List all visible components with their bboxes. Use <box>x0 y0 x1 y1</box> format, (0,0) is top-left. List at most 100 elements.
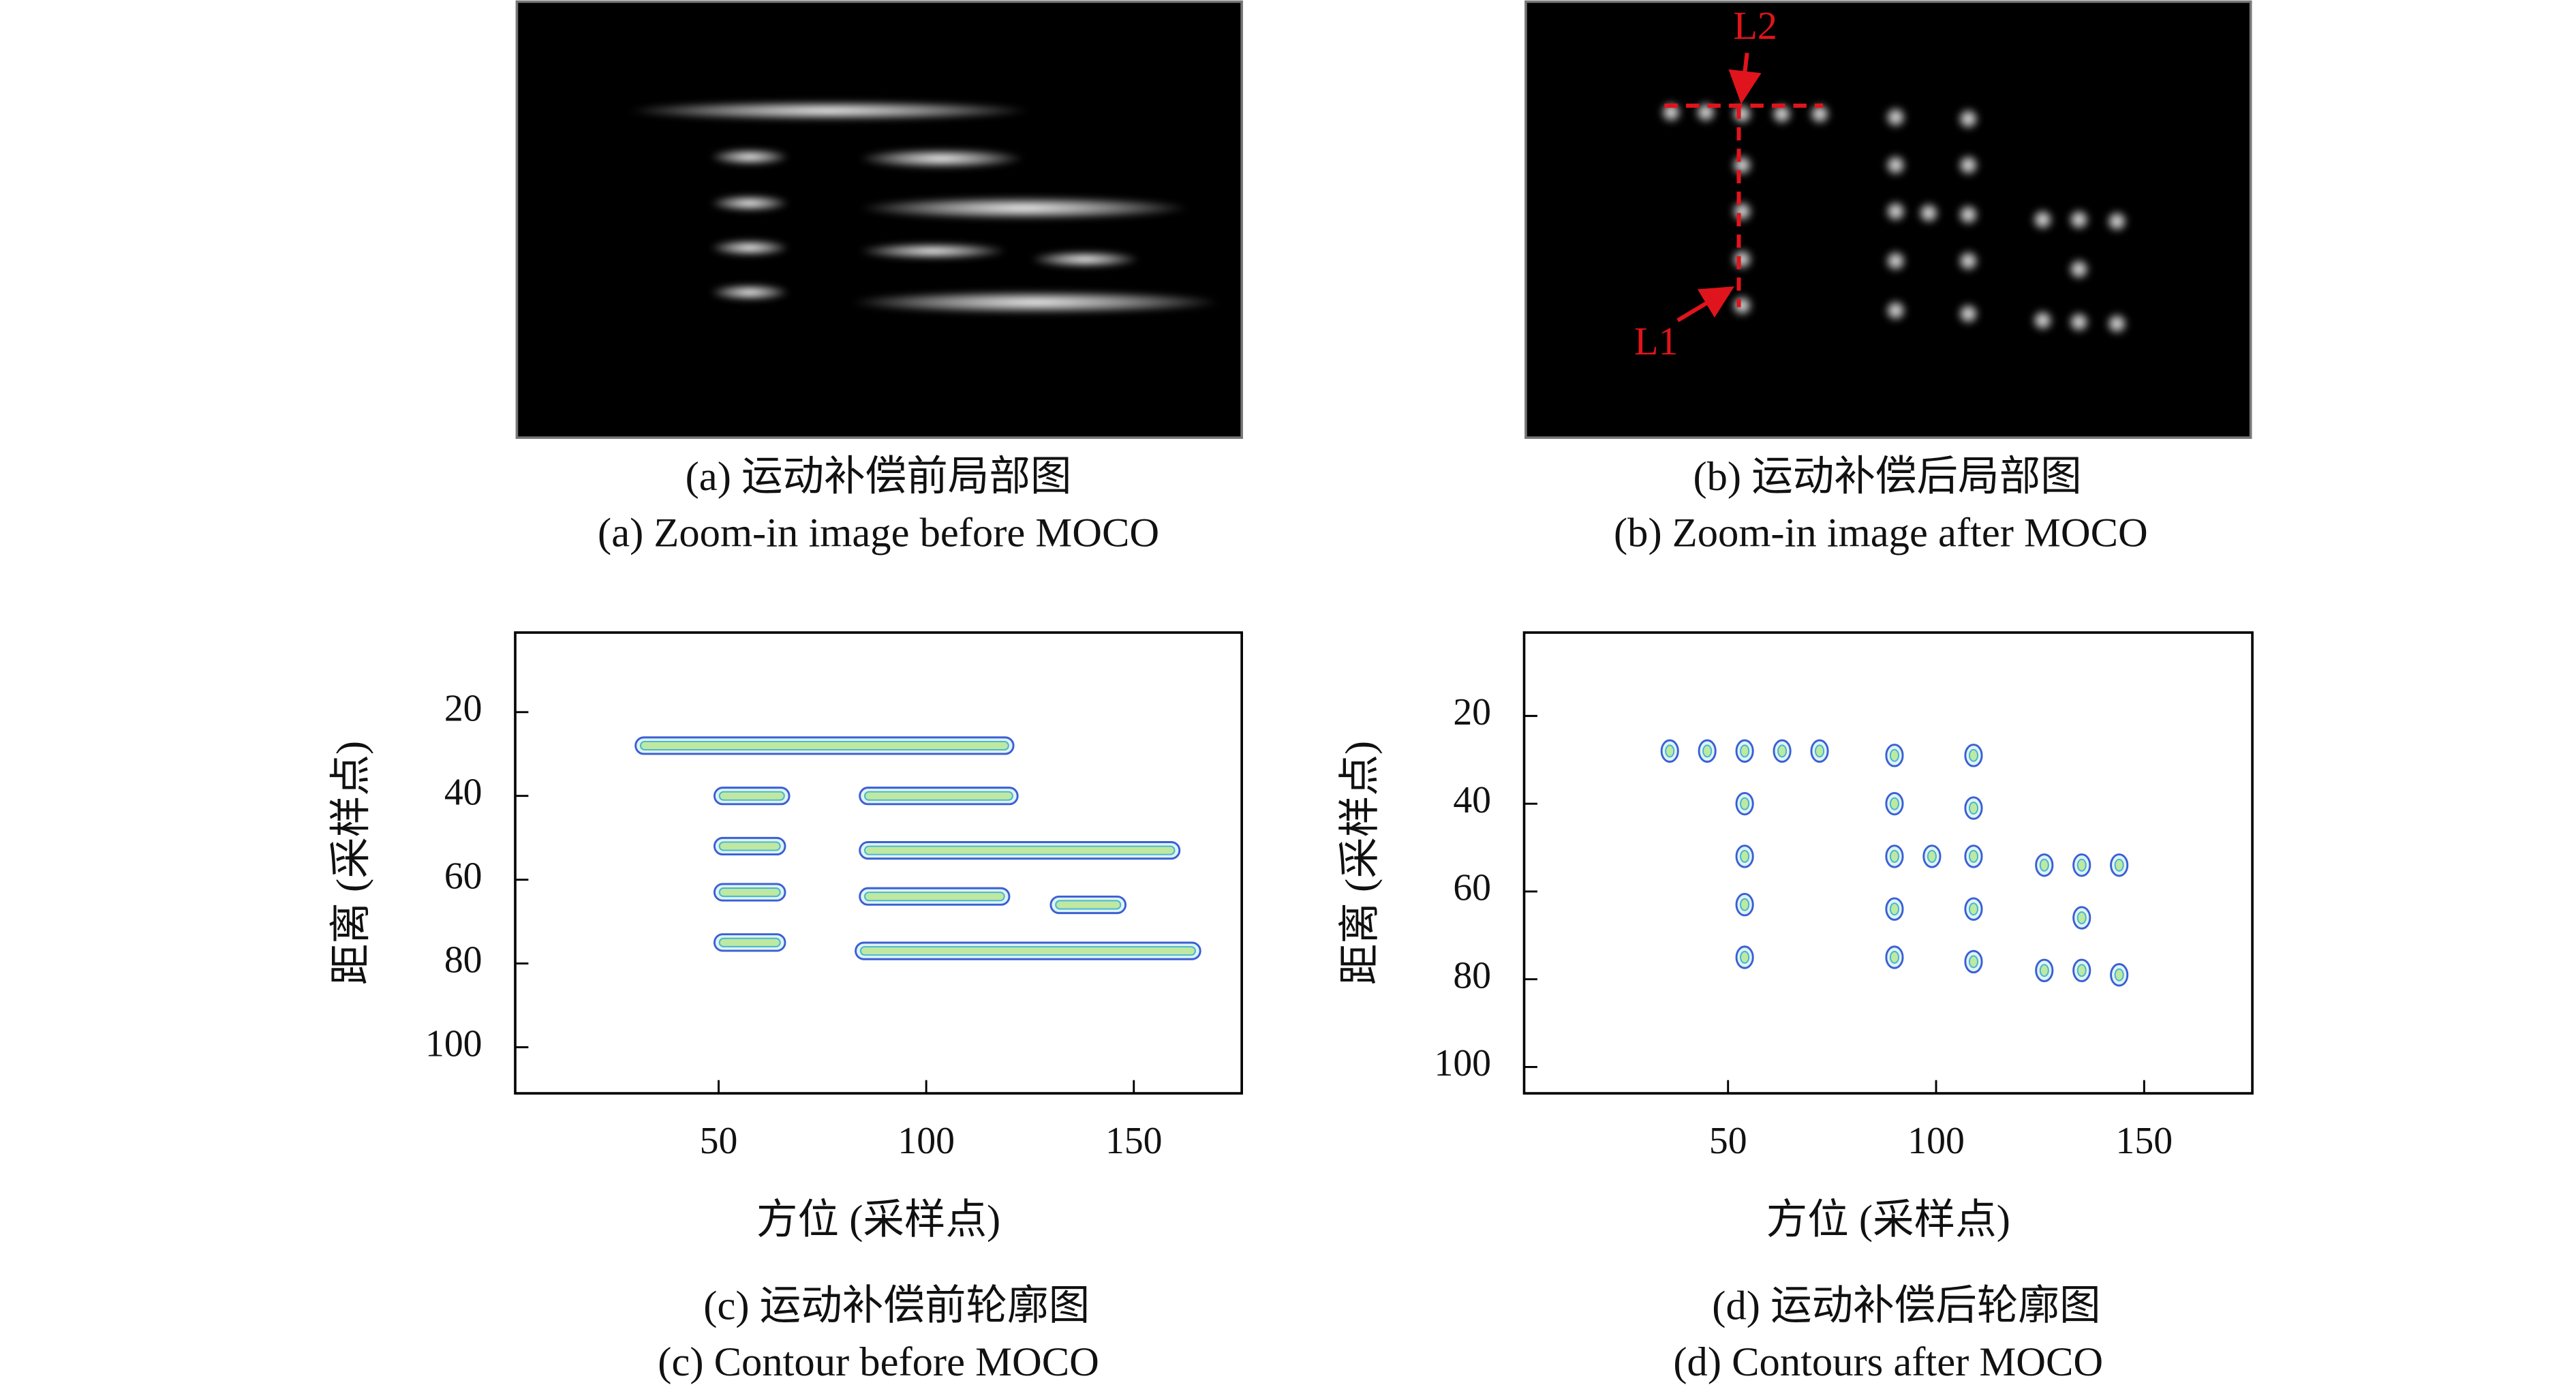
contour-inner <box>2039 858 2049 872</box>
y-tick-label: 100 <box>425 1022 482 1065</box>
y-tick-label: 80 <box>444 939 482 981</box>
contour-blob <box>1964 844 1983 868</box>
contour-blob <box>1964 744 1983 767</box>
contour-strip <box>855 941 1201 960</box>
contour-inner <box>2076 964 2087 977</box>
contour-blob <box>1922 844 1942 868</box>
contour-strip <box>1049 895 1127 915</box>
contour-inner <box>639 740 1009 751</box>
y-tick-label: 60 <box>444 855 482 897</box>
annotation: L2 <box>1733 3 1777 48</box>
contour-inner <box>863 892 1005 902</box>
annotation: L1 <box>1634 319 1678 363</box>
contour-inner <box>859 946 1196 956</box>
y-tick-label: 40 <box>1453 779 1491 821</box>
contour-inner <box>1815 744 1825 758</box>
y-tick-label: 100 <box>1434 1042 1491 1084</box>
contour-inner <box>2039 964 2049 977</box>
contour-inner <box>863 845 1176 855</box>
contour-inner <box>1968 849 1978 863</box>
caption-en: (a) Zoom-in image before MOCO <box>598 510 1159 555</box>
contour-blob <box>1964 949 1983 974</box>
contour-inner <box>1740 744 1750 758</box>
caption-cn: (b) 运动补偿后局部图 <box>1693 454 2081 500</box>
contour-strip <box>859 841 1181 860</box>
contour-blob <box>2110 963 2129 987</box>
y-tick-label: 40 <box>444 772 482 814</box>
contour-inner <box>1665 744 1675 758</box>
contour-blob <box>1885 945 1904 969</box>
contour-inner <box>1968 748 1978 762</box>
contour-blob <box>1698 739 1717 763</box>
contour-blob <box>1735 945 1754 969</box>
contour-inner <box>1740 951 1750 964</box>
x-axis-label: 方位 (采样点) <box>1766 1197 2010 1243</box>
contour-inner <box>1889 748 1899 762</box>
caption-en: (b) Zoom-in image after MOCO <box>1614 510 2148 555</box>
x-tick-label: 150 <box>2116 1120 2173 1162</box>
contour-inner <box>863 791 1013 801</box>
contour-blob <box>1660 739 1679 763</box>
contour-blob <box>2110 853 2129 877</box>
contour-inner <box>1889 849 1899 863</box>
contour-inner <box>1927 849 1937 863</box>
plot-frame <box>514 631 1243 1095</box>
image-b <box>1524 0 2252 439</box>
contour-inner <box>1968 955 1978 969</box>
contour-strip <box>713 883 786 902</box>
contour-inner <box>1702 744 1713 758</box>
x-tick-label: 150 <box>1105 1120 1163 1162</box>
contour-inner <box>1889 902 1899 916</box>
x-tick-label: 50 <box>700 1120 738 1162</box>
contour-strip <box>713 787 791 806</box>
image-a <box>515 0 1243 439</box>
contour-inner <box>1055 900 1122 910</box>
contour-inner <box>1740 849 1750 863</box>
contour-inner <box>2114 858 2124 872</box>
contour-blob <box>1735 791 1754 816</box>
x-tick-label: 50 <box>1709 1120 1747 1162</box>
caption-cn: (d) 运动补偿后轮廓图 <box>1712 1283 2100 1328</box>
contour-blob <box>2035 853 2054 877</box>
contour-strip <box>859 887 1011 906</box>
contour-inner <box>718 791 785 801</box>
y-tick-label: 20 <box>444 688 482 730</box>
contour-inner <box>1889 951 1899 964</box>
contour-inner <box>718 841 781 851</box>
contour-blob <box>1735 893 1754 917</box>
contour-blob <box>2035 958 2054 983</box>
contour-blob <box>1773 739 1792 763</box>
x-tick-label: 100 <box>898 1120 955 1162</box>
caption-cn: (c) 运动补偿前轮廓图 <box>703 1283 1090 1328</box>
y-tick-label: 20 <box>1453 691 1491 733</box>
contour-blob <box>2072 958 2091 983</box>
contour-strip <box>713 836 786 856</box>
contour-inner <box>2076 911 2087 924</box>
contour-blob <box>1885 791 1904 816</box>
contour-blob <box>1964 796 1983 820</box>
contour-inner <box>2114 968 2124 981</box>
y-tick-label: 60 <box>1453 867 1491 909</box>
contour-inner <box>1740 898 1750 911</box>
contour-inner <box>1889 797 1899 810</box>
contour-strip <box>634 736 1015 755</box>
contour-blob <box>1964 897 1983 921</box>
contour-blob <box>1735 844 1754 868</box>
x-axis-label: 方位 (采样点) <box>756 1197 1000 1243</box>
caption-cn: (a) 运动补偿前局部图 <box>686 454 1072 500</box>
contour-inner <box>2076 858 2087 872</box>
y-tick-label: 80 <box>1453 954 1491 996</box>
contour-blob <box>1885 844 1904 868</box>
contour-inner <box>1740 797 1750 810</box>
y-axis-label: 距离 (采样点) <box>328 741 374 985</box>
contour-blob <box>1735 739 1754 763</box>
contour-blob <box>2072 906 2091 930</box>
contour-inner <box>1968 802 1978 815</box>
y-axis-label: 距离 (采样点) <box>1337 741 1383 985</box>
x-tick-label: 100 <box>1907 1120 1965 1162</box>
caption-en: (c) Contour before MOCO <box>658 1339 1099 1385</box>
caption-en: (d) Contours after MOCO <box>1673 1339 2103 1385</box>
contour-inner <box>1968 902 1978 916</box>
contour-blob <box>2072 853 2091 877</box>
